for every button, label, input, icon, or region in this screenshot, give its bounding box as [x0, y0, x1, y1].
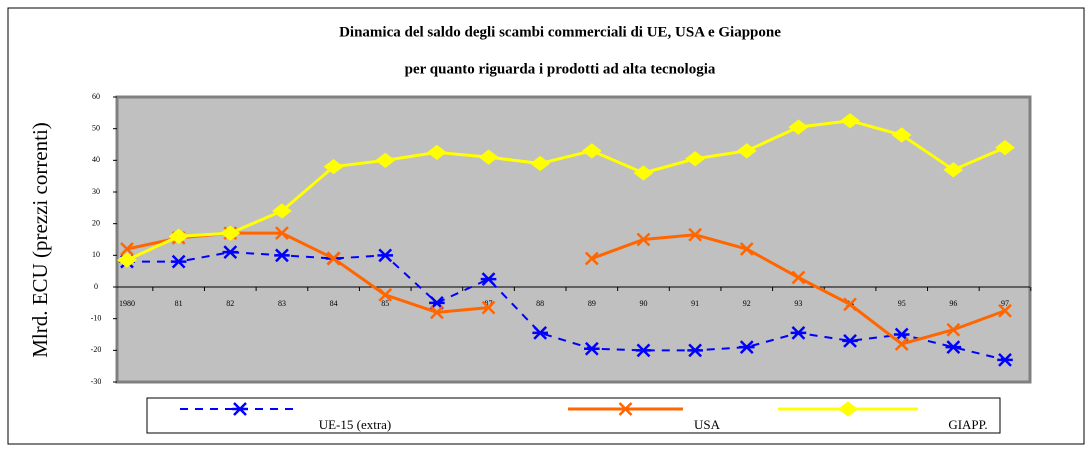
marker [275, 226, 289, 241]
x-tick-label: 90 [639, 299, 647, 308]
marker [584, 251, 599, 266]
marker [478, 149, 499, 165]
y-tick-label: 0 [94, 282, 98, 291]
marker [323, 159, 344, 175]
marker [170, 254, 187, 269]
y-tick-label: 10 [92, 250, 100, 259]
x-tick-label: 95 [898, 299, 906, 308]
chart-subtitle: per quanto riguarda i prodotti ad alta t… [405, 61, 716, 77]
marker [220, 225, 241, 241]
marker [274, 248, 290, 263]
legend-box [146, 397, 1001, 434]
marker [998, 303, 1012, 318]
marker [788, 119, 809, 135]
marker [842, 333, 858, 348]
marker [685, 151, 706, 167]
y-tick-label: 50 [92, 123, 100, 132]
plot-area [115, 95, 1032, 384]
marker [997, 352, 1013, 367]
marker [840, 113, 860, 129]
marker [480, 272, 497, 286]
marker [168, 228, 189, 244]
x-tick-label: 92 [743, 299, 751, 308]
marker [232, 402, 248, 416]
marker [838, 401, 858, 417]
marker [687, 343, 703, 358]
marker [636, 232, 651, 247]
marker [481, 300, 496, 315]
legend-label: UE-15 (extra) [319, 417, 392, 432]
marker [426, 144, 447, 161]
marker [738, 340, 755, 355]
marker [222, 245, 239, 260]
marker [635, 343, 652, 358]
y-axis-label: Mlrd. ECU (prezzi correnti) [28, 122, 52, 358]
legend-label: USA [694, 417, 721, 432]
marker [618, 402, 633, 416]
x-tick-label: 96 [949, 299, 957, 308]
y-tick-label: 20 [92, 218, 100, 227]
marker [584, 341, 600, 356]
legend-label: GIAPP. [948, 417, 987, 432]
y-tick-label: 40 [92, 155, 100, 164]
x-tick-label: 93 [794, 299, 802, 308]
marker [530, 155, 551, 172]
x-tick-label: 88 [536, 299, 544, 308]
series-line [126, 119, 1006, 262]
marker [946, 322, 961, 337]
x-tick-label: 89 [588, 299, 596, 308]
marker [633, 165, 654, 181]
marker [945, 340, 962, 355]
y-tick-label: 60 [92, 92, 100, 101]
marker [377, 248, 394, 263]
series-line [127, 251, 1006, 361]
marker [791, 270, 806, 285]
y-tick-label: 30 [92, 187, 100, 196]
x-tick-label: 82 [226, 299, 234, 308]
x-tick-label: 81 [175, 299, 183, 308]
marker [736, 143, 757, 159]
x-tick-label: 87 [485, 299, 493, 308]
marker [326, 251, 341, 266]
marker [739, 242, 754, 256]
y-tick-label: -30 [91, 377, 102, 386]
marker [429, 305, 444, 320]
marker [688, 227, 703, 242]
chart-title: Dinamica del saldo degli scambi commerci… [339, 24, 781, 40]
y-tick-label: -20 [91, 345, 102, 354]
marker [272, 203, 292, 219]
marker [375, 152, 396, 168]
x-tick-label: 85 [381, 299, 389, 308]
marker [378, 288, 393, 302]
marker [581, 143, 602, 159]
x-tick-label: 84 [330, 299, 338, 308]
chart-frame [7, 7, 1085, 445]
marker [790, 326, 807, 340]
x-tick-label: 97 [1001, 299, 1009, 308]
marker [120, 242, 134, 256]
x-tick-label: 91 [691, 299, 699, 308]
x-tick-label: 1980 [119, 299, 135, 308]
x-tick-label: 83 [278, 299, 286, 308]
marker [843, 297, 857, 312]
marker [995, 140, 1015, 156]
marker [894, 337, 909, 351]
marker [117, 252, 137, 268]
marker [532, 326, 548, 340]
marker [891, 127, 912, 143]
y-tick-label: -10 [91, 313, 102, 322]
marker [943, 162, 964, 178]
